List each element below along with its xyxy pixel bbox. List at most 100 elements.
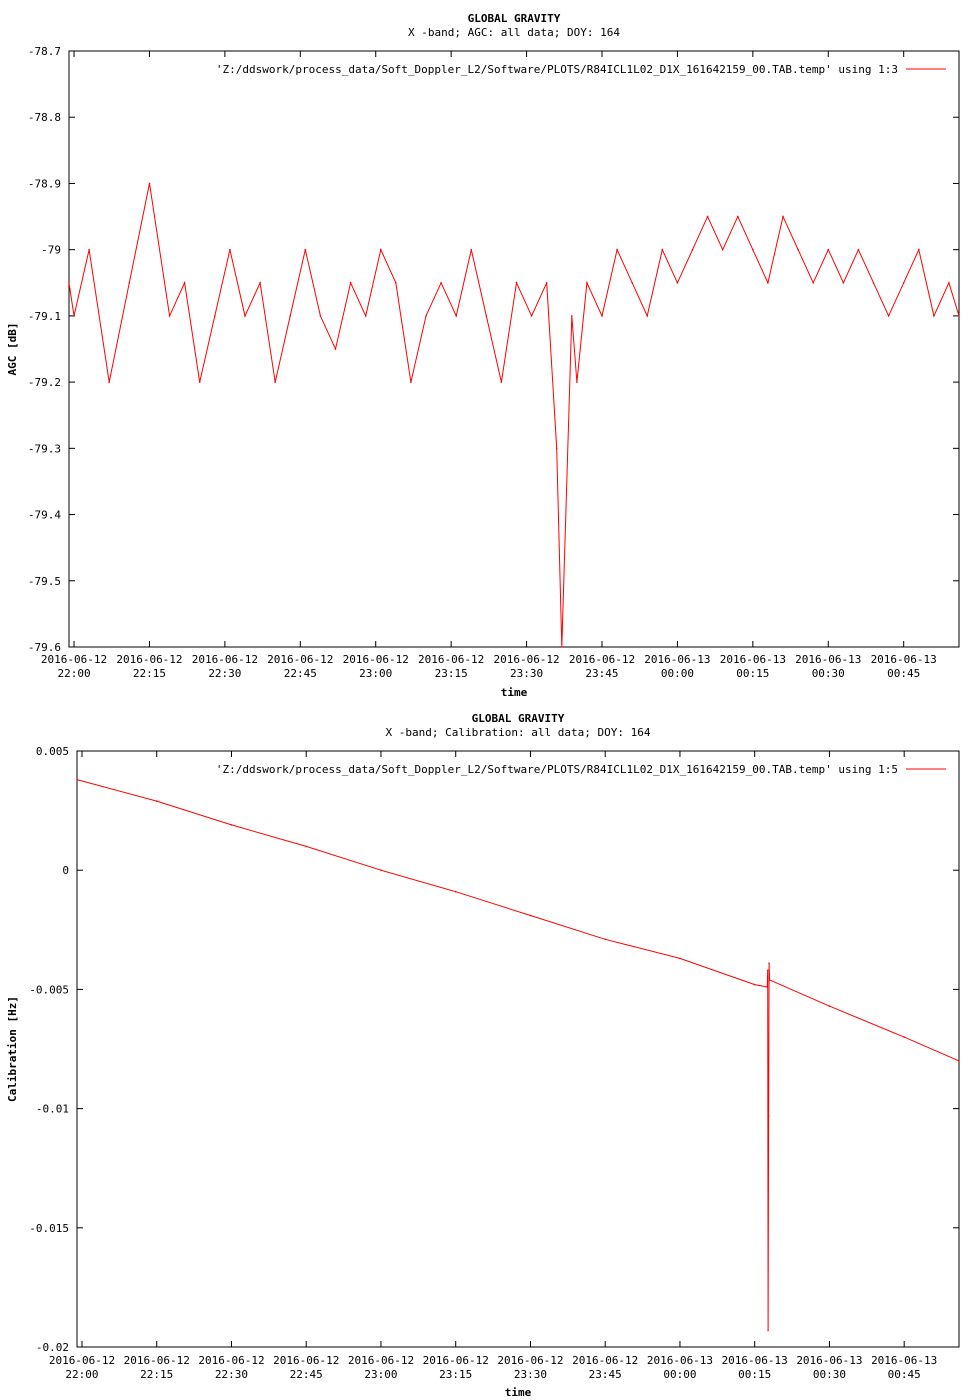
y-axis-label: AGC [dB] xyxy=(6,323,19,376)
x-tick-label-date: 2016-06-12 xyxy=(124,1354,190,1367)
x-tick-label-time: 00:15 xyxy=(736,667,769,680)
chart-subtitle: X -band; AGC: all data; DOY: 164 xyxy=(408,26,620,39)
data-point xyxy=(646,315,648,317)
x-tick-label-time: 23:15 xyxy=(439,1368,472,1381)
data-point xyxy=(555,447,558,450)
x-tick-label-time: 00:45 xyxy=(887,667,920,680)
x-tick-label-time: 00:00 xyxy=(661,667,694,680)
x-tick-label-time: 00:45 xyxy=(888,1368,921,1381)
x-tick-label-time: 22:00 xyxy=(57,667,90,680)
x-tick-label-time: 00:15 xyxy=(738,1368,771,1381)
data-point xyxy=(380,869,382,871)
x-tick-label-date: 2016-06-12 xyxy=(192,653,258,666)
data-point xyxy=(334,348,337,350)
data-point xyxy=(380,248,382,251)
data-point xyxy=(948,282,950,284)
x-tick-label-date: 2016-06-13 xyxy=(796,1354,862,1367)
data-point xyxy=(679,957,681,960)
x-tick-label-date: 2016-06-13 xyxy=(720,653,786,666)
x-tick-label-time: 23:15 xyxy=(435,667,468,680)
data-point xyxy=(455,315,458,317)
x-tick-label-date: 2016-06-12 xyxy=(343,653,409,666)
data-point xyxy=(214,315,216,317)
y-tick-label: -78.9 xyxy=(28,177,61,190)
x-tick-label-time: 22:30 xyxy=(215,1368,248,1381)
plot-frame xyxy=(68,50,960,648)
data-point xyxy=(229,248,231,251)
x-tick-label-date: 2016-06-13 xyxy=(644,653,710,666)
x-tick-label-date: 2016-06-12 xyxy=(418,653,484,666)
data-point xyxy=(857,248,860,251)
data-point xyxy=(676,282,679,284)
y-tick-label: -79.5 xyxy=(28,575,61,588)
data-point xyxy=(721,248,724,251)
data-point xyxy=(289,315,292,317)
data-point xyxy=(887,315,890,317)
x-tick-label-time: 00:30 xyxy=(813,1368,846,1381)
data-point xyxy=(691,248,694,251)
x-tick-label-date: 2016-06-13 xyxy=(722,1354,788,1367)
y-tick-label: -79.3 xyxy=(28,442,61,455)
y-tick-label: -79.6 xyxy=(28,641,61,654)
data-point xyxy=(958,1060,960,1062)
y-tick-label: -79.2 xyxy=(28,376,61,389)
data-point xyxy=(586,282,588,284)
data-point xyxy=(244,315,246,317)
y-tick-label: -0.015 xyxy=(29,1222,69,1235)
x-tick-label-time: 22:45 xyxy=(284,667,317,680)
data-point xyxy=(395,282,397,284)
y-tick-label: -78.8 xyxy=(28,111,61,124)
x-tick-label-date: 2016-06-12 xyxy=(198,1354,264,1367)
data-point xyxy=(198,381,201,383)
legend-label: 'Z:/ddswork/process_data/Soft_Doppler_L2… xyxy=(216,63,898,76)
data-point xyxy=(485,315,488,317)
x-tick-label-date: 2016-06-12 xyxy=(493,653,559,666)
x-tick-label-time: 23:45 xyxy=(589,1368,622,1381)
y-tick-label: -0.02 xyxy=(36,1341,69,1354)
data-point xyxy=(500,381,503,383)
x-tick-label-date: 2016-06-12 xyxy=(423,1354,489,1367)
data-point xyxy=(183,282,186,284)
x-axis-label: time xyxy=(505,1386,532,1399)
data-point xyxy=(230,824,233,826)
chart-title: GLOBAL GRAVITY xyxy=(468,12,561,25)
data-point xyxy=(274,381,277,383)
x-tick-label-time: 22:00 xyxy=(65,1368,98,1381)
x-tick-label-time: 22:15 xyxy=(133,667,166,680)
data-point xyxy=(440,282,442,284)
data-point xyxy=(827,248,830,251)
y-tick-label: -79.4 xyxy=(28,509,61,522)
data-point xyxy=(304,248,307,251)
data-point xyxy=(768,979,771,981)
data-point xyxy=(155,800,158,802)
x-tick-label-date: 2016-06-12 xyxy=(49,1354,115,1367)
x-tick-label-date: 2016-06-12 xyxy=(569,653,635,666)
x-tick-label-time: 23:30 xyxy=(514,1368,547,1381)
data-point xyxy=(631,282,633,284)
data-point xyxy=(752,248,754,251)
y-tick-label: 0 xyxy=(62,864,69,877)
data-point xyxy=(76,778,78,781)
data-point xyxy=(410,381,412,383)
x-tick-label-date: 2016-06-12 xyxy=(41,653,107,666)
data-point xyxy=(767,1115,770,1117)
data-point xyxy=(767,282,769,284)
x-tick-label-date: 2016-06-12 xyxy=(572,1354,638,1367)
x-tick-label-time: 00:00 xyxy=(663,1368,696,1381)
data-point xyxy=(515,282,518,284)
y-tick-label: -78.7 xyxy=(28,45,61,58)
data-point xyxy=(902,282,905,284)
data-series-line xyxy=(68,183,960,648)
x-tick-label-date: 2016-06-13 xyxy=(795,653,861,666)
data-point xyxy=(768,962,770,964)
data-point xyxy=(601,315,603,317)
x-axis-label: time xyxy=(501,686,528,699)
data-point xyxy=(168,315,171,317)
data-point xyxy=(933,315,935,317)
x-tick-label-time: 23:30 xyxy=(510,667,543,680)
data-point xyxy=(604,938,606,941)
x-tick-label-date: 2016-06-12 xyxy=(273,1354,339,1367)
data-point xyxy=(470,248,473,251)
legend-label: 'Z:/ddswork/process_data/Soft_Doppler_L2… xyxy=(216,763,898,776)
